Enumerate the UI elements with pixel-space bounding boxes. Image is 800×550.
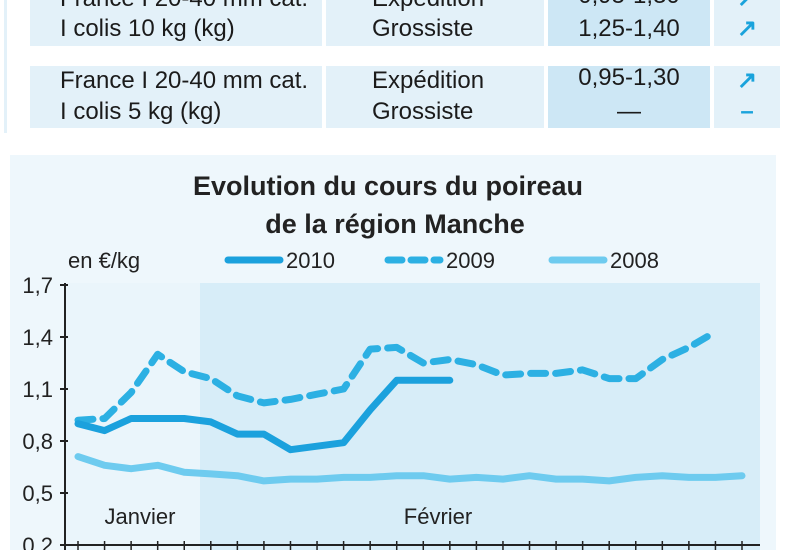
product-cell: France I 20-40 mm cat. I colis 10 kg (kg… <box>30 0 322 46</box>
stage-line-1: Expédition <box>372 0 484 14</box>
price-cell: 0,95-1,30 — <box>548 64 710 128</box>
product-line-1: France I 20-40 mm cat. <box>60 0 308 14</box>
stage-cell: Expédition Grossiste <box>326 0 544 46</box>
stage-cell: Expédition Grossiste <box>326 66 544 128</box>
trend-up-icon: ↗ <box>736 15 758 42</box>
legend-label-2008: 2008 <box>610 248 659 273</box>
price-line-2: — <box>617 98 641 125</box>
trend-cell: ↗ ↗ <box>714 0 780 46</box>
y-tick-label: 0,8 <box>22 429 53 454</box>
stage-line-2: Grossiste <box>372 15 474 42</box>
legend-label-2009: 2009 <box>446 248 495 273</box>
series-line-2008 <box>74 453 746 485</box>
chart-title: Evolution du cours du poireau <box>193 171 583 201</box>
month-label-february: Février <box>404 504 472 529</box>
series-line-2009 <box>74 328 719 424</box>
stage-line-1: Expédition <box>372 67 485 94</box>
y-tick-label: 1,7 <box>22 273 53 298</box>
table-side-bar <box>4 0 7 133</box>
price-line-1: 0,95-1,30 <box>578 64 680 91</box>
trend-flat-icon: – <box>740 98 754 125</box>
product-cell: France I 20-40 mm cat. I colis 5 kg (kg) <box>30 66 322 128</box>
chart-subtitle: de la région Manche <box>265 209 525 239</box>
product-line-2: I colis 5 kg (kg) <box>60 98 222 125</box>
y-tick-label: 1,4 <box>22 325 53 350</box>
trend-up-icon: ↗ <box>736 67 758 94</box>
price-cell: 0,95-1,30 1,25-1,40 <box>548 0 710 46</box>
y-axis-label: en €/kg <box>68 248 140 273</box>
table-row: France I 20-40 mm cat. I colis 5 kg (kg)… <box>12 64 780 128</box>
price-table: France I 20-40 mm cat. I colis 10 kg (kg… <box>0 0 800 140</box>
table-row: France I 20-40 mm cat. I colis 10 kg (kg… <box>12 0 780 46</box>
legend-label-2010: 2010 <box>286 248 335 273</box>
product-line-1: France I 20-40 mm cat. <box>60 67 309 94</box>
trend-cell: ↗ – <box>714 66 780 128</box>
trend-up-icon: ↗ <box>714 0 780 14</box>
month-label-january: Janvier <box>105 504 176 529</box>
product-line-2: I colis 10 kg (kg) <box>60 15 235 42</box>
plot-area-february <box>200 283 760 550</box>
y-tick-label: 0,2 <box>22 533 53 550</box>
series-line-2010 <box>74 376 454 454</box>
y-tick-label: 1,1 <box>22 377 53 402</box>
stage-line-2: Grossiste <box>372 98 474 125</box>
y-tick-label: 0,5 <box>22 481 53 506</box>
price-line-2: 1,25-1,40 <box>578 15 680 42</box>
price-line-1: 0,95-1,30 <box>548 0 710 11</box>
